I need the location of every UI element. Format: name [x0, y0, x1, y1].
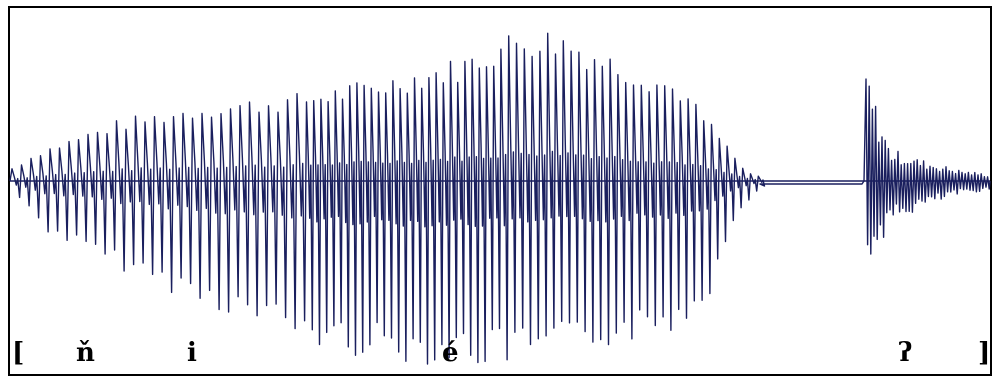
transcription-segment-e-acute: é	[442, 338, 459, 368]
transcription-segment-i: i	[187, 338, 197, 368]
transcription-segment-n-caron: ň	[76, 338, 95, 368]
transcription-open-bracket: [	[12, 338, 25, 368]
waveform-trace	[9, 32, 991, 365]
transcription-segment-glottal-stop: ʔ	[898, 338, 913, 368]
transcription-close-bracket: ]	[978, 338, 991, 368]
